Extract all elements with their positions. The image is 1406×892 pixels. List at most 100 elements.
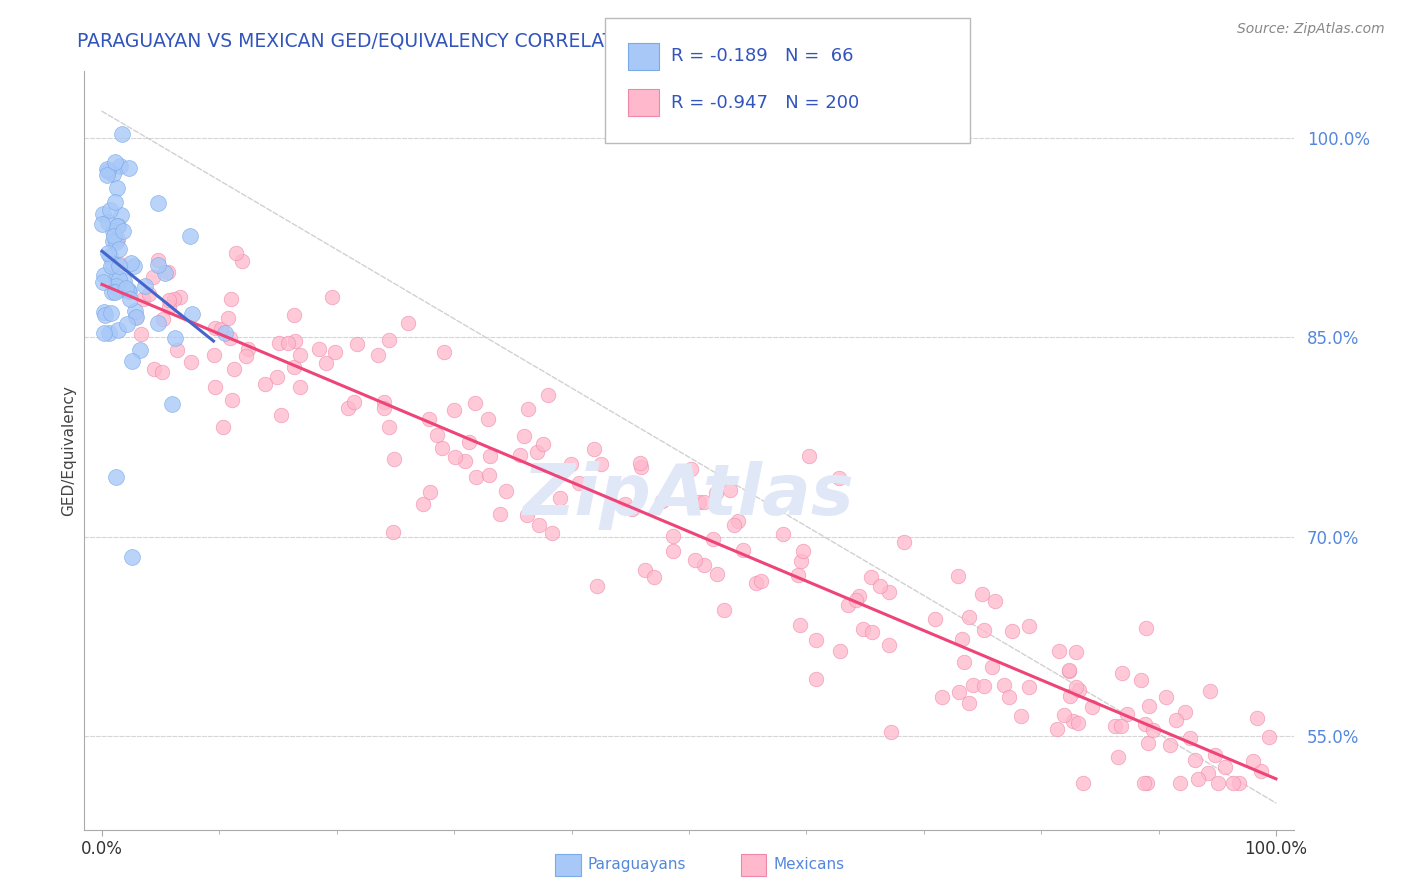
Point bbox=[412, 498, 434, 512]
Point bbox=[527, 518, 550, 533]
Point bbox=[509, 448, 531, 462]
Point bbox=[786, 568, 808, 582]
Point bbox=[1107, 749, 1129, 764]
Point bbox=[1136, 776, 1159, 790]
Point bbox=[396, 317, 419, 331]
Point bbox=[98, 249, 121, 263]
Point bbox=[973, 679, 995, 693]
Point bbox=[1206, 776, 1229, 790]
Point bbox=[125, 310, 148, 325]
Point bbox=[217, 310, 239, 325]
Point bbox=[804, 632, 827, 647]
Point bbox=[124, 310, 146, 324]
Point bbox=[124, 304, 146, 318]
Point bbox=[454, 454, 477, 468]
Point bbox=[179, 229, 201, 244]
Point bbox=[1018, 680, 1040, 694]
Text: R = -0.189   N =  66: R = -0.189 N = 66 bbox=[671, 47, 853, 65]
Point bbox=[706, 567, 728, 582]
Point bbox=[957, 609, 980, 624]
Point bbox=[101, 235, 124, 249]
Point bbox=[211, 322, 233, 336]
Point bbox=[1246, 711, 1268, 725]
Point bbox=[103, 228, 125, 243]
Point bbox=[651, 493, 673, 508]
Point bbox=[1213, 760, 1236, 774]
Point bbox=[1133, 717, 1156, 731]
Text: Mexicans: Mexicans bbox=[773, 857, 845, 871]
Point bbox=[444, 450, 467, 464]
Point bbox=[550, 491, 572, 506]
Point bbox=[869, 579, 891, 593]
Point bbox=[108, 159, 131, 173]
Point bbox=[1081, 700, 1104, 714]
Point bbox=[683, 553, 706, 567]
Point bbox=[1258, 731, 1281, 745]
Point bbox=[103, 194, 125, 209]
Point bbox=[848, 589, 870, 603]
Point bbox=[630, 459, 652, 474]
Point bbox=[105, 219, 128, 233]
Point bbox=[516, 508, 538, 523]
Point bbox=[96, 162, 118, 177]
Point bbox=[948, 685, 970, 699]
Point bbox=[112, 274, 135, 288]
Point bbox=[643, 570, 665, 584]
Point bbox=[531, 437, 554, 451]
Point bbox=[513, 429, 536, 443]
Point bbox=[981, 660, 1004, 674]
Point bbox=[1199, 684, 1222, 698]
Point bbox=[267, 336, 290, 351]
Point bbox=[1178, 731, 1201, 745]
Point bbox=[1062, 714, 1084, 728]
Point bbox=[495, 484, 517, 499]
Point bbox=[111, 127, 134, 141]
Point bbox=[1109, 719, 1132, 733]
Point bbox=[148, 258, 170, 272]
Point bbox=[718, 483, 741, 497]
Point bbox=[613, 497, 636, 511]
Point bbox=[880, 725, 903, 739]
Point bbox=[1164, 713, 1187, 727]
Point bbox=[526, 444, 548, 458]
Point bbox=[308, 342, 330, 356]
Point bbox=[1010, 708, 1032, 723]
Point bbox=[91, 275, 114, 289]
Point bbox=[236, 342, 259, 356]
Point bbox=[104, 155, 127, 169]
Point bbox=[122, 259, 145, 273]
Point bbox=[1053, 707, 1076, 722]
Point bbox=[118, 292, 141, 306]
Point bbox=[828, 644, 851, 658]
Point bbox=[477, 411, 499, 425]
Point bbox=[212, 420, 235, 434]
Point bbox=[107, 283, 129, 297]
Point bbox=[270, 408, 292, 422]
Point bbox=[688, 495, 710, 509]
Point bbox=[560, 458, 582, 472]
Point bbox=[799, 450, 821, 464]
Point bbox=[957, 697, 980, 711]
Point bbox=[180, 307, 202, 321]
Point bbox=[108, 243, 131, 257]
Point bbox=[157, 265, 180, 279]
Point bbox=[488, 508, 510, 522]
Point bbox=[661, 529, 683, 543]
Point bbox=[97, 215, 120, 229]
Point bbox=[1142, 723, 1164, 737]
Point bbox=[101, 224, 124, 238]
Point bbox=[118, 284, 141, 298]
Point bbox=[166, 343, 188, 357]
Point bbox=[465, 470, 488, 484]
Point bbox=[93, 268, 115, 283]
Point bbox=[105, 181, 128, 195]
Point bbox=[107, 219, 129, 234]
Point bbox=[283, 359, 305, 374]
Point bbox=[162, 397, 184, 411]
Point bbox=[973, 623, 995, 637]
Point bbox=[568, 476, 591, 491]
Point bbox=[946, 568, 969, 582]
Point bbox=[828, 471, 851, 485]
Point bbox=[1187, 772, 1209, 786]
Point bbox=[381, 525, 404, 540]
